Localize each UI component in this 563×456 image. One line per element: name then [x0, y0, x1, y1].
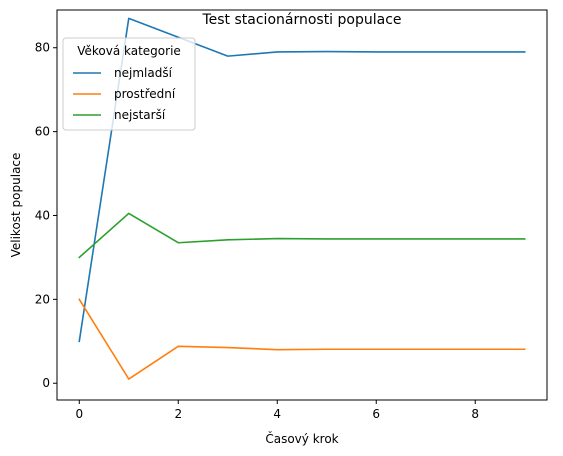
- y-tick-label: 0: [42, 376, 50, 390]
- legend-label-3: nejstarší: [114, 108, 166, 122]
- legend-label-1: nejmladší: [114, 66, 173, 80]
- y-tick-label: 40: [35, 208, 50, 222]
- x-tick-label: 0: [75, 407, 83, 421]
- y-tick-label: 80: [35, 41, 50, 55]
- legend: Věková kategorie nejmladší prostřední nejs…: [62, 37, 196, 131]
- x-tick-label: 6: [372, 407, 380, 421]
- x-axis-label: Časový krok: [265, 431, 338, 446]
- chart-title: Test stacionárnosti populace: [201, 12, 401, 28]
- series-layer: [78, 17, 526, 380]
- y-tick-label: 60: [35, 125, 50, 139]
- y-tick-label: 20: [35, 292, 50, 306]
- x-tick-label: 2: [174, 407, 182, 421]
- legend-label-2: prostřední: [114, 87, 176, 101]
- y-axis-label: Velikost populace: [9, 153, 23, 258]
- legend-box: [62, 37, 196, 131]
- x-tick-label: 8: [471, 407, 479, 421]
- x-tick-label: 4: [273, 407, 281, 421]
- series-line-1: [78, 17, 526, 343]
- legend-title: Věková kategorie: [77, 44, 181, 58]
- series-line-2: [78, 298, 526, 380]
- x-axis-ticks: 0 2 4 6 8: [75, 400, 479, 421]
- plot-frame: [56, 9, 548, 401]
- y-axis-ticks: 0 20 40 60 80: [35, 41, 57, 390]
- series-line-3: [78, 212, 526, 259]
